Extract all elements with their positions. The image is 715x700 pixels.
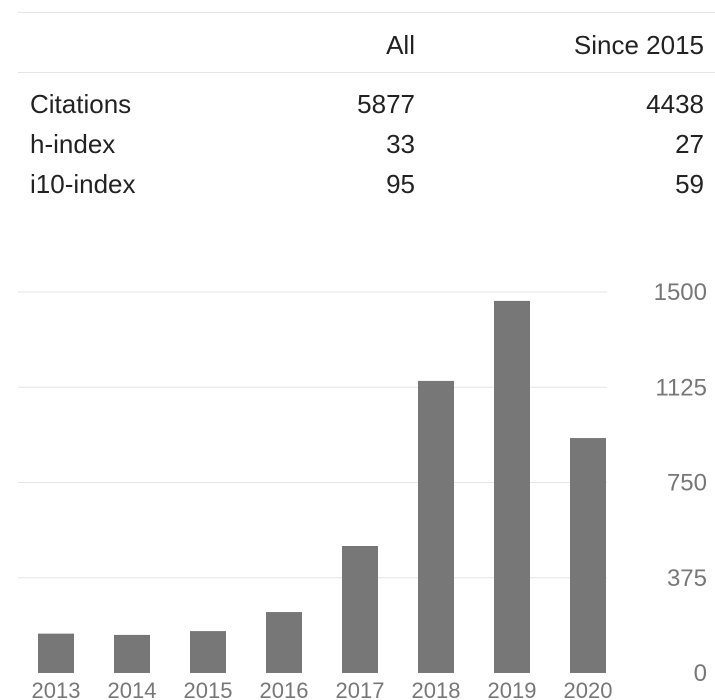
- row-label-citations[interactable]: Citations: [30, 89, 132, 119]
- y-tick-label: 375: [667, 565, 707, 592]
- column-header-all[interactable]: All: [386, 30, 415, 60]
- x-tick-label-2019: 2019: [488, 678, 537, 700]
- x-tick-label-2018: 2018: [412, 678, 461, 700]
- bar-2018[interactable]: [418, 380, 454, 673]
- bar-2020[interactable]: [570, 438, 606, 673]
- table-top-rule: [18, 12, 715, 13]
- bar-2017[interactable]: [342, 546, 378, 673]
- bar-2019[interactable]: [494, 300, 530, 673]
- h-index-all-value: 33: [386, 129, 415, 159]
- y-tick-label: 1500: [654, 279, 707, 306]
- x-tick-label-2015: 2015: [184, 678, 233, 700]
- citations-all-value: 5877: [357, 89, 415, 119]
- chart-y-axis: 0 375 750 1125 1500: [654, 279, 707, 687]
- h-index-since-value: 27: [675, 129, 704, 159]
- x-tick-label-2013: 2013: [32, 678, 81, 700]
- bar-2014[interactable]: [114, 634, 150, 673]
- x-tick-label-2017: 2017: [336, 678, 385, 700]
- citations-per-year-chart: 0 375 750 1125 1500 2013 2014 2015 2016 2017 2018…: [18, 279, 707, 700]
- x-tick-label-2014: 2014: [108, 678, 157, 700]
- bar-2013[interactable]: [38, 633, 74, 673]
- bar-2015[interactable]: [190, 631, 226, 673]
- y-tick-label: 1125: [655, 374, 707, 401]
- x-tick-label-2016: 2016: [260, 678, 309, 700]
- row-label-h-index[interactable]: h-index: [30, 129, 116, 159]
- x-tick-label-2020: 2020: [564, 678, 613, 700]
- y-tick-label: 750: [667, 470, 707, 497]
- i10-index-all-value: 95: [386, 169, 415, 199]
- i10-index-since-value: 59: [675, 169, 704, 199]
- citations-since-value: 4438: [646, 89, 704, 119]
- bar-2016[interactable]: [266, 612, 302, 673]
- y-tick-label: 0: [694, 660, 707, 687]
- table-header-rule: [18, 72, 715, 73]
- row-label-i10-index[interactable]: i10-index: [30, 169, 136, 199]
- chart-bars: [38, 300, 606, 673]
- chart-x-axis: 2013 2014 2015 2016 2017 2018 2019 2020: [32, 678, 613, 700]
- column-header-since-2015[interactable]: Since 2015: [573, 30, 704, 60]
